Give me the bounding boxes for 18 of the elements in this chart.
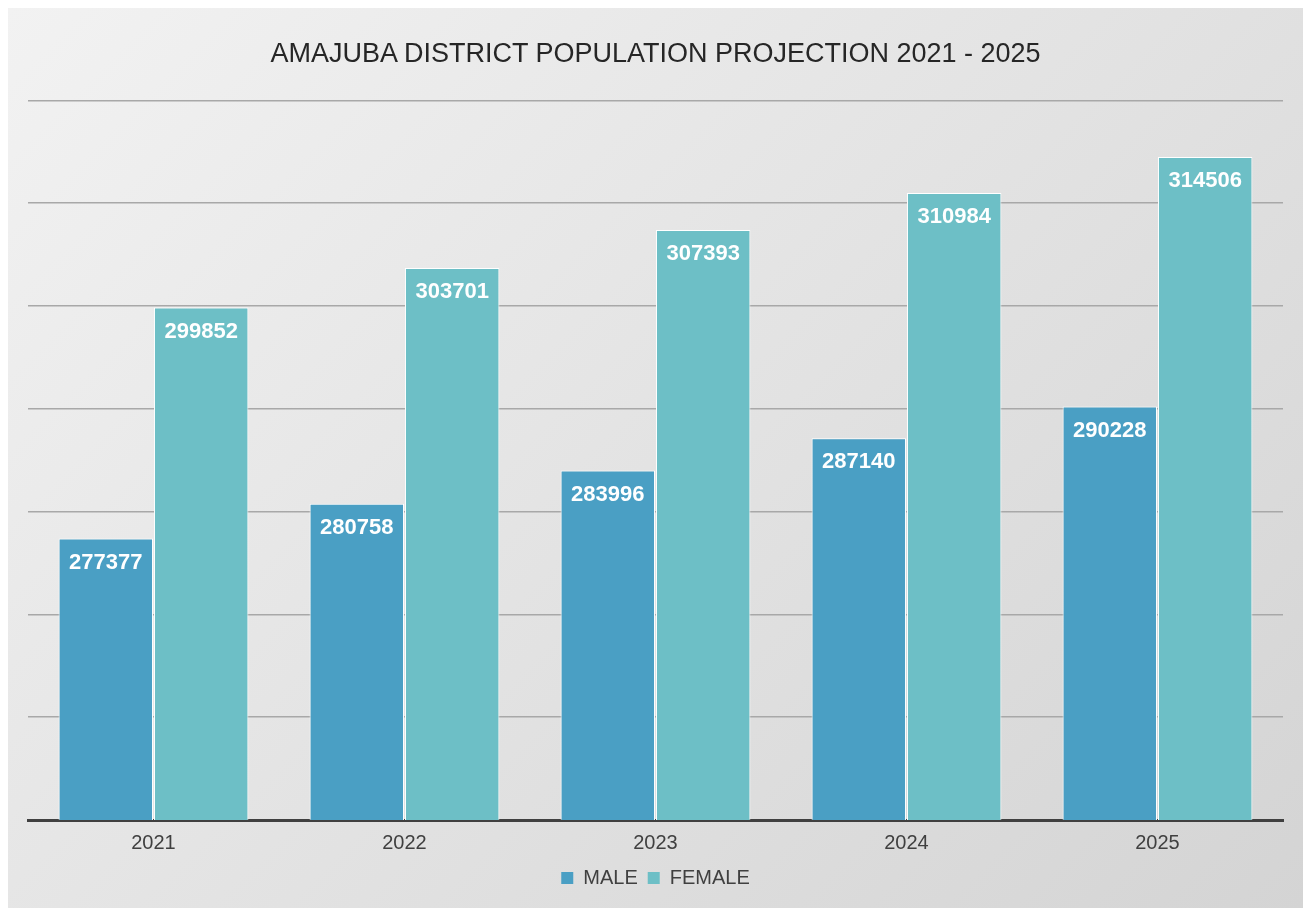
- data-label: 314506: [1168, 166, 1242, 192]
- x-tick-label: 2021: [131, 830, 176, 853]
- x-tick-label: 2022: [382, 830, 427, 853]
- data-label: 280758: [320, 513, 394, 539]
- data-label: 277377: [69, 548, 143, 574]
- data-label: 310984: [917, 203, 992, 229]
- chart-title: AMAJUBA DISTRICT POPULATION PROJECTION 2021 - 2025: [270, 37, 1041, 68]
- data-label: 303701: [415, 278, 489, 304]
- data-label: 287140: [822, 448, 896, 474]
- x-tick-label: 2024: [884, 830, 929, 853]
- data-label: 299852: [164, 317, 238, 343]
- legend-label: FEMALE: [669, 865, 750, 888]
- x-tick-label: 2025: [1135, 830, 1180, 853]
- data-label: 283996: [571, 480, 645, 506]
- legend-label: MALE: [583, 865, 638, 888]
- data-label: 290228: [1073, 416, 1147, 442]
- data-label: 307393: [666, 240, 740, 266]
- x-tick-label: 2023: [633, 830, 678, 853]
